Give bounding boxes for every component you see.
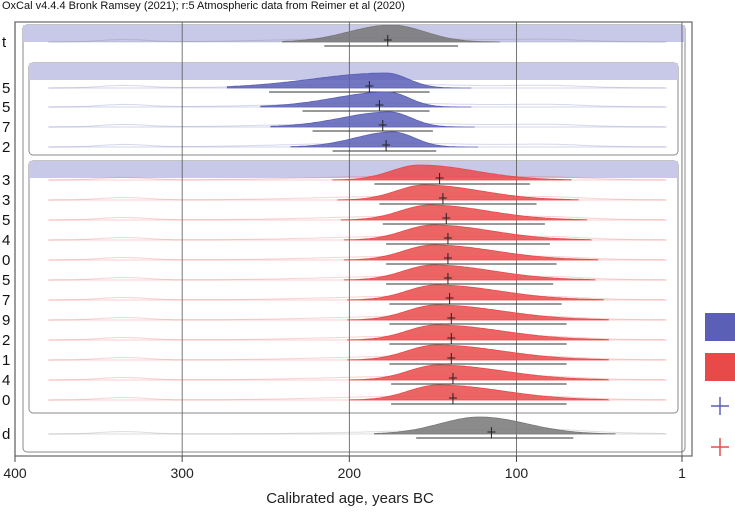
distribution-row (48, 72, 667, 93)
distribution-row (48, 244, 667, 265)
prior-curve (48, 335, 666, 341)
prior-curve (48, 428, 666, 435)
legend-swatch (705, 353, 735, 381)
x-axis-label: Calibrated age, years BC (266, 490, 434, 507)
distribution-row (48, 24, 667, 47)
distribution-row (48, 111, 667, 132)
x-tick-label: 200 (338, 465, 362, 481)
row-label: 2 (2, 332, 10, 349)
posterior-curve (347, 324, 609, 341)
posterior-curve (343, 224, 592, 241)
prior-curve (48, 395, 666, 401)
posterior-curve (282, 24, 500, 43)
posterior-curve (226, 72, 472, 89)
row-label: 2 (2, 139, 10, 156)
prior-curve (48, 375, 666, 381)
x-tick-label: 1 (678, 465, 686, 481)
distribution-row (48, 184, 667, 205)
posterior-curve (348, 364, 610, 381)
prior-curve (48, 235, 666, 241)
prior-curve (48, 275, 666, 281)
posterior-curve (347, 344, 609, 361)
row-label: 9 (2, 312, 10, 329)
chart-header: OxCal v4.4.4 Bronk Ramsey (2021); r:5 At… (2, 0, 405, 12)
distribution-row (48, 164, 667, 185)
row-label: 7 (2, 119, 10, 136)
posterior-curve (343, 264, 596, 281)
group-band-red (29, 161, 678, 178)
posterior-curve (270, 111, 475, 128)
row-label: 3 (2, 192, 10, 209)
prior-curve (48, 355, 666, 361)
prior-curve (48, 295, 666, 301)
row-label: 0 (2, 392, 10, 409)
posterior-curve (343, 244, 599, 261)
legend-swatch (705, 313, 735, 341)
posterior-curve (340, 204, 588, 221)
group-band-blue (29, 63, 678, 80)
x-tick-label: 300 (170, 465, 194, 481)
posterior-curve (332, 164, 572, 181)
distribution-row (48, 364, 667, 385)
row-label: d (2, 426, 10, 443)
prior-curve (48, 195, 666, 201)
posterior-curve (290, 131, 478, 148)
row-label: 5 (2, 99, 10, 116)
distribution-row (48, 204, 667, 225)
row-label: 4 (2, 232, 10, 249)
distribution-row (48, 224, 667, 245)
prior-curve (48, 215, 666, 221)
row-label: 5 (2, 80, 10, 97)
row-label: 1 (2, 352, 10, 369)
posterior-curve (337, 184, 579, 201)
posterior-curve (260, 91, 472, 108)
posterior-curve (348, 384, 610, 401)
posterior-curve (347, 304, 609, 321)
legend-cross-icon (709, 436, 731, 458)
distribution-row (48, 91, 667, 112)
row-label: t (2, 34, 7, 51)
distribution-row (48, 304, 667, 325)
row-label: 3 (2, 172, 10, 189)
x-tick-label: 400 (3, 465, 27, 481)
legend-cross-icon (709, 395, 731, 417)
distribution-row (48, 324, 667, 345)
prior-curve (48, 175, 666, 181)
row-label: 0 (2, 252, 10, 269)
distribution-row (48, 344, 667, 365)
distribution-row (48, 131, 667, 152)
distribution-row (48, 416, 667, 439)
row-label: 5 (2, 272, 10, 289)
posterior-curve (374, 416, 616, 435)
prior-curve (48, 255, 666, 261)
distribution-row (48, 384, 667, 405)
prior-curve (48, 315, 666, 321)
row-label: 4 (2, 372, 10, 389)
distribution-row (48, 264, 667, 285)
distribution-row (48, 284, 667, 305)
row-label: 7 (2, 292, 10, 309)
x-tick-label: 100 (505, 465, 529, 481)
posterior-curve (347, 284, 604, 301)
row-label: 5 (2, 212, 10, 229)
